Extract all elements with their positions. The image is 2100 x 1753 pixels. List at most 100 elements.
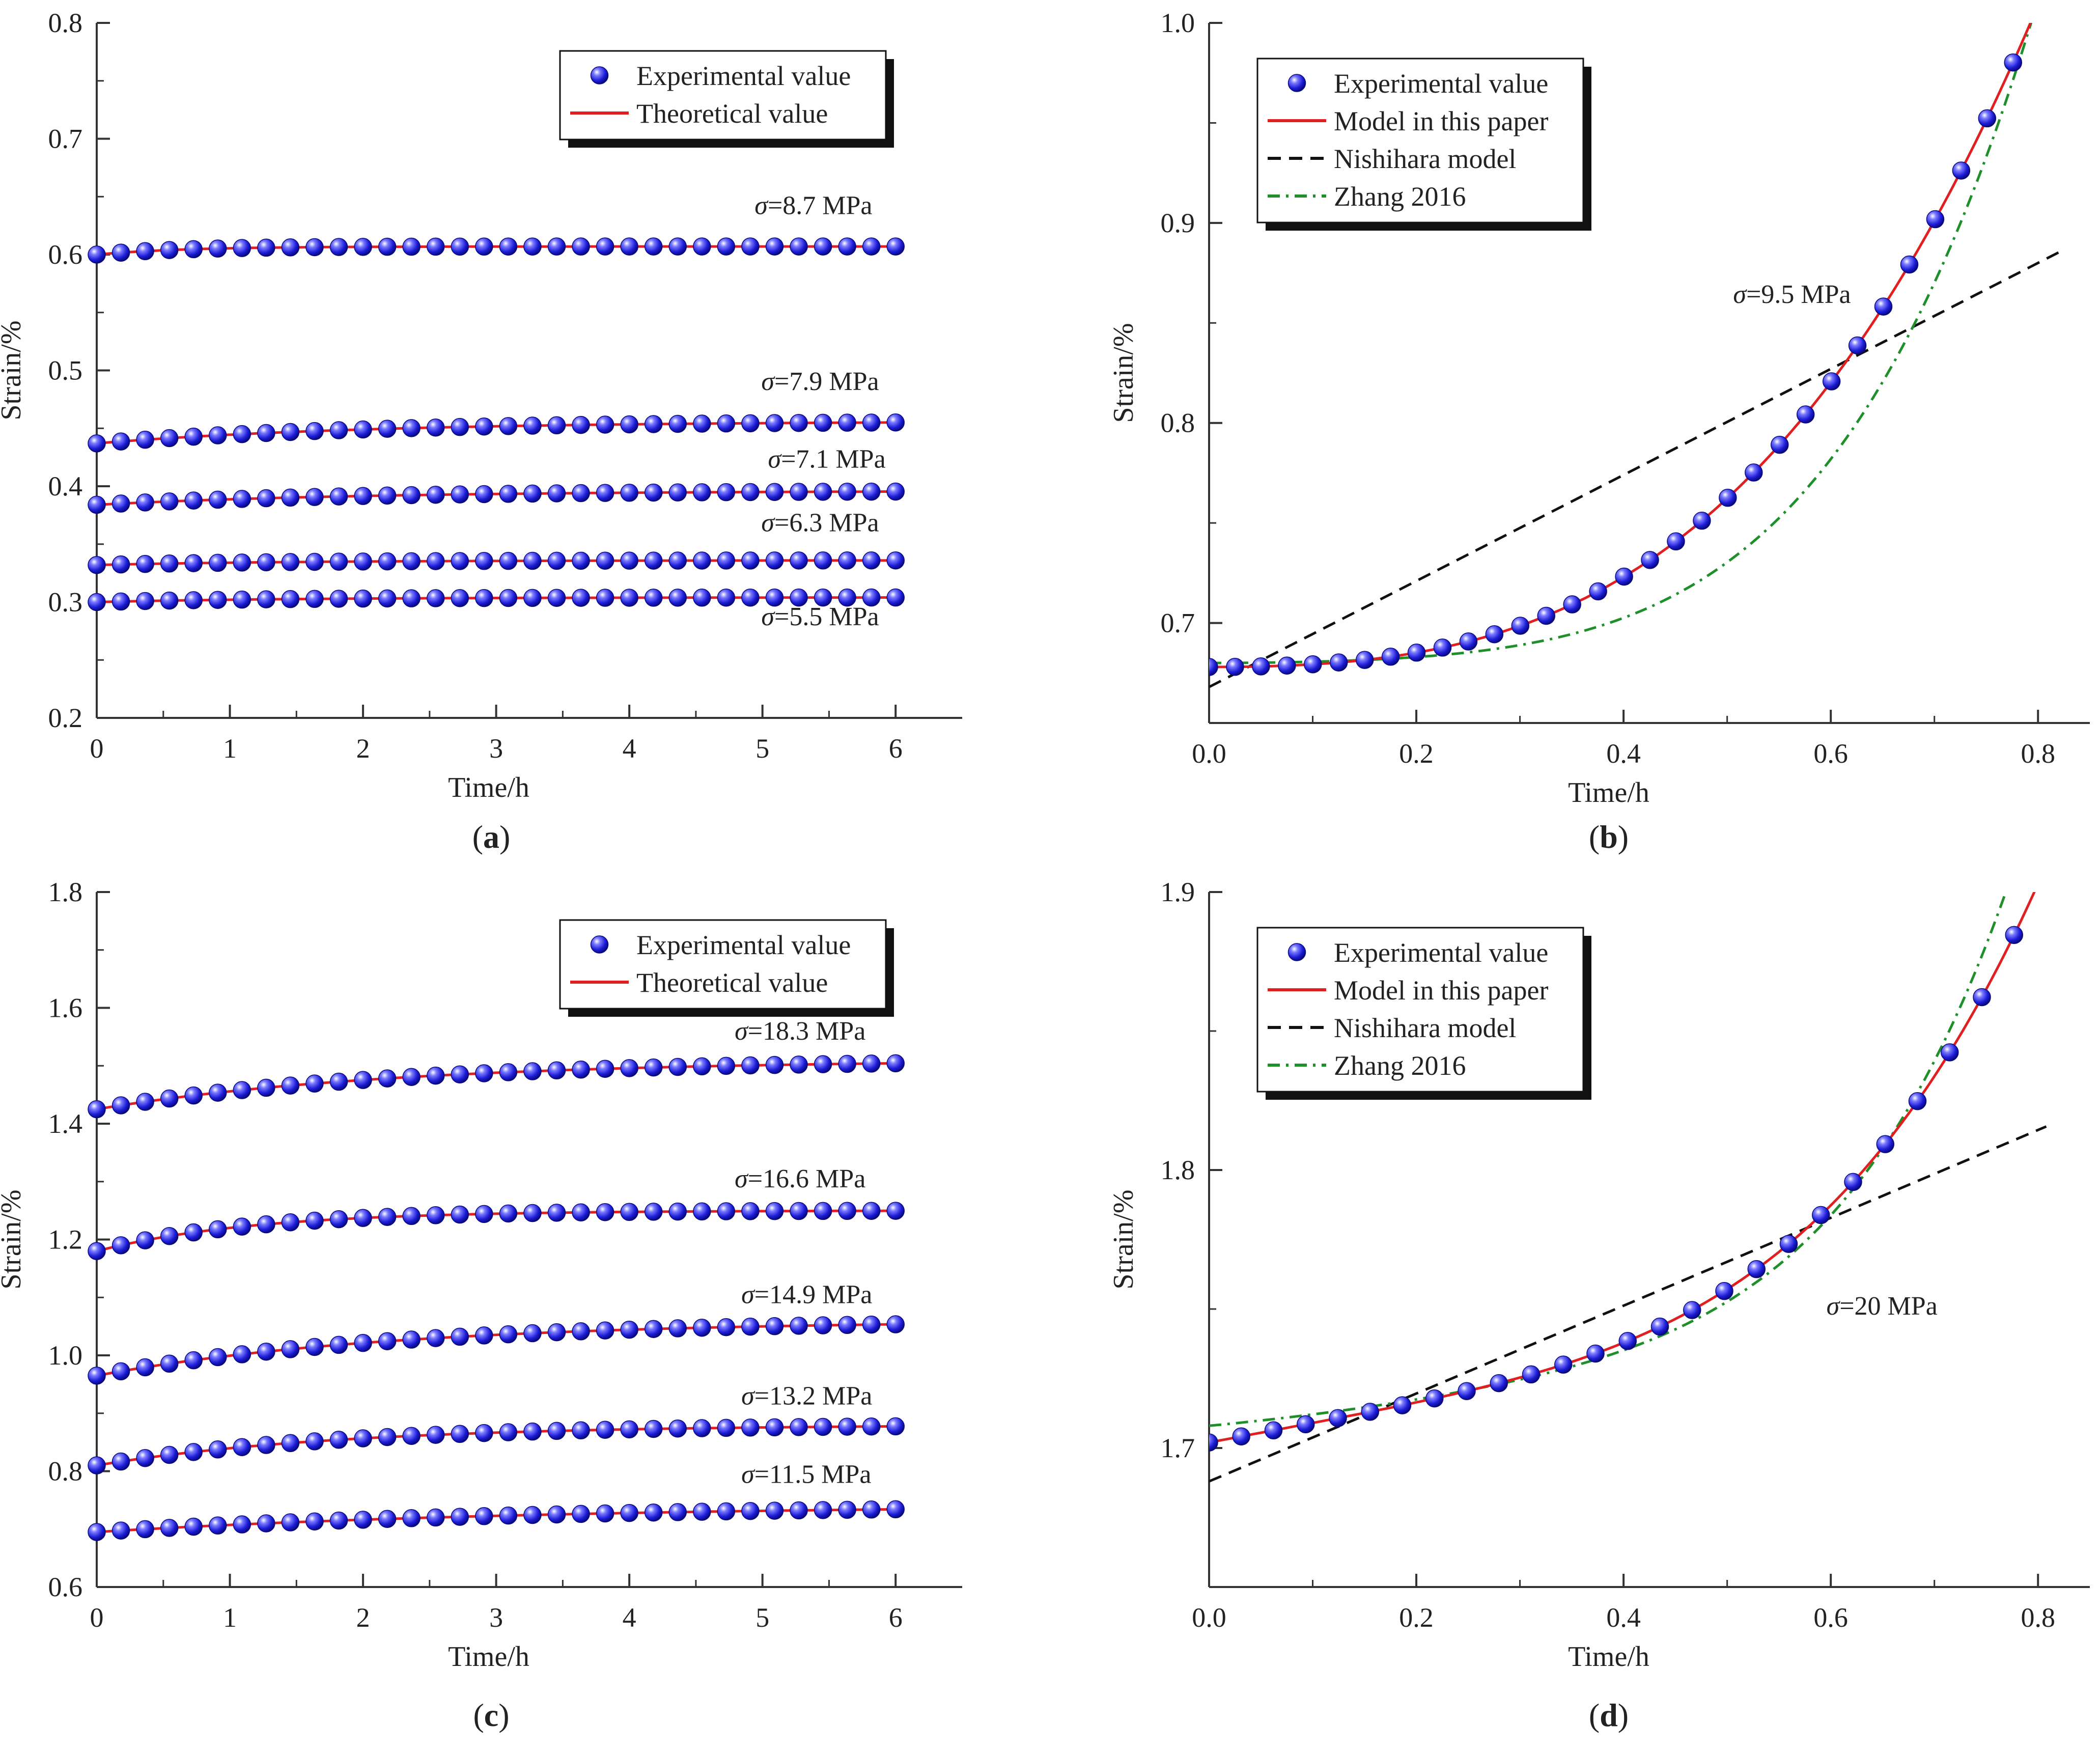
experimental-point [572, 551, 590, 570]
experimental-point [547, 589, 566, 607]
series: σ=6.3 MPa [88, 509, 905, 574]
experimental-point [1361, 1403, 1380, 1421]
experimental-point [523, 1506, 542, 1524]
y-axis-label: Strain/% [1108, 323, 1139, 423]
experimental-point [209, 239, 227, 258]
experimental-point [1554, 1355, 1573, 1374]
legend-label: Zhang 2016 [1334, 1050, 1466, 1081]
experimental-point [257, 553, 275, 572]
experimental-point [862, 1500, 881, 1519]
experimental-point [741, 551, 760, 570]
experimental-point [862, 1202, 881, 1220]
experimental-point [426, 418, 445, 437]
experimental-point [620, 1504, 638, 1522]
experimental-point [354, 1071, 372, 1089]
experimental-point [590, 935, 609, 954]
experimental-point [257, 1078, 275, 1097]
experimental-point [838, 551, 856, 570]
experimental-point [475, 552, 493, 570]
experimental-point [886, 1500, 905, 1519]
experimental-point [814, 1501, 832, 1519]
experimental-point [354, 238, 372, 256]
experimental-point [1297, 1415, 1315, 1434]
experimental-point [693, 1318, 711, 1337]
experimental-point [717, 588, 736, 607]
experimental-point [305, 1432, 324, 1451]
experimental-point [184, 591, 203, 609]
experimental-point [136, 554, 154, 573]
experimental-point [717, 551, 736, 570]
experimental-point [693, 1502, 711, 1521]
experimental-point [790, 413, 808, 432]
experimental-point [1304, 655, 1322, 674]
experimental-point [1615, 567, 1633, 586]
experimental-point [741, 1202, 760, 1220]
experimental-point [862, 1417, 881, 1436]
experimental-point [499, 485, 518, 503]
experimental-point [1485, 625, 1504, 644]
experimental-point [329, 1210, 348, 1229]
experimental-point [523, 237, 542, 256]
experimental-point [547, 1323, 566, 1342]
experimental-point [209, 591, 227, 609]
x-tick-label: 0.8 [2021, 738, 2055, 769]
experimental-point [354, 1209, 372, 1227]
experimental-point [426, 1329, 445, 1347]
experimental-point [717, 483, 736, 502]
experimental-point [426, 1426, 445, 1444]
experimental-point [111, 1521, 130, 1540]
experimental-point [499, 1506, 518, 1525]
experimental-point [305, 1512, 324, 1531]
experimental-point [2004, 53, 2023, 72]
x-tick-label: 0.0 [1192, 1602, 1226, 1633]
experimental-point [475, 589, 493, 607]
experimental-point [693, 414, 711, 433]
legend-box [1256, 58, 1584, 224]
experimental-point [160, 1089, 179, 1108]
experimental-point [88, 1456, 106, 1474]
caption-d: (d) [1589, 1697, 1629, 1733]
experimental-point [572, 1322, 590, 1341]
panel-b: 0.0 0.2 0.4 0.6 0.8 0.7 0.8 0.9 1.0 Time/h Strain/… [1108, 8, 2090, 809]
experimental-point [693, 1057, 711, 1076]
panel-c: 0 1 2 3 4 5 6 0.6 0.8 1.0 1.2 1.4 1.6 1.8 Time/h Strain… [0, 877, 962, 1673]
experimental-point [402, 1509, 421, 1527]
caption-c: (c) [473, 1697, 509, 1733]
experimental-point [886, 588, 905, 607]
experimental-point [475, 237, 493, 256]
experimental-point [329, 238, 348, 256]
x-tick-label: 0 [90, 1602, 104, 1633]
stress-label: σ=20 MPa [1827, 1292, 1938, 1321]
x-tick-label: 2 [356, 733, 370, 764]
experimental-point [1226, 657, 1244, 676]
caption-a: (a) [472, 819, 511, 855]
experimental-point [668, 483, 687, 502]
experimental-point [426, 552, 445, 570]
experimental-point [426, 1206, 445, 1225]
experimental-point [136, 430, 154, 449]
experimental-point [620, 1420, 638, 1439]
experimental-point [1433, 638, 1452, 657]
experimental-point [233, 1345, 251, 1364]
experimental-point [184, 1223, 203, 1242]
experimental-point [136, 493, 154, 512]
y-tick-label: 1.8 [1161, 1155, 1195, 1185]
experimental-point [499, 417, 518, 435]
y-tick-label: 0.3 [48, 587, 83, 618]
experimental-point [547, 551, 566, 570]
y-tick-label: 1.2 [48, 1225, 83, 1255]
x-tick-label: 6 [889, 1602, 903, 1633]
experimental-point [426, 1508, 445, 1527]
experimental-point [402, 237, 421, 256]
y-tick-label: 1.0 [1161, 8, 1195, 38]
experimental-point [184, 1443, 203, 1461]
experimental-point [1812, 1206, 1830, 1225]
experimental-point [644, 1320, 663, 1338]
experimental-point [402, 552, 421, 571]
experimental-point [1796, 405, 1815, 424]
theoretical-line [96, 1062, 896, 1111]
y-tick-label: 1.6 [48, 993, 83, 1023]
x-tick-label: 0.4 [1606, 738, 1641, 769]
experimental-point [160, 591, 179, 610]
experimental-point [378, 486, 397, 505]
